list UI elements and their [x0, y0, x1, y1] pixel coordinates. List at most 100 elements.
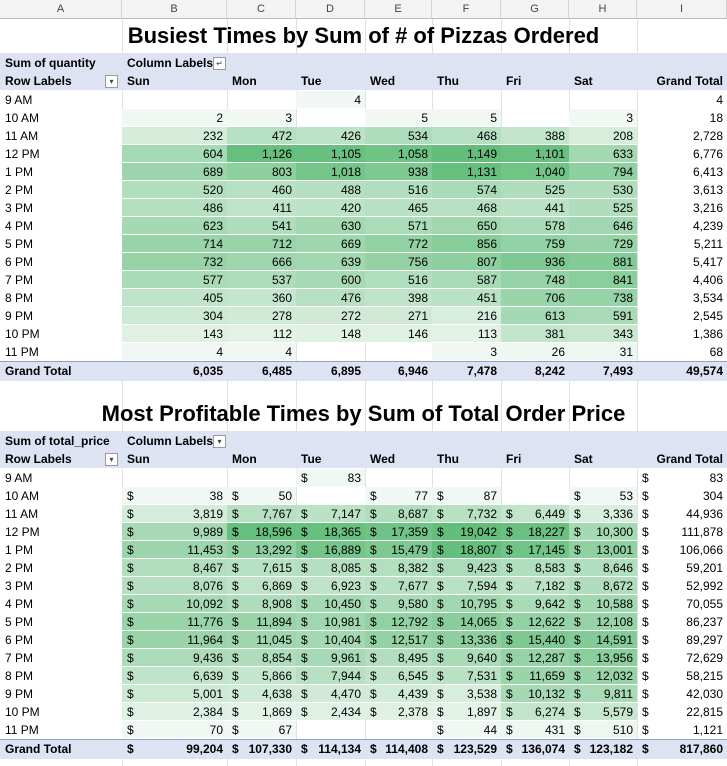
value-field-label[interactable]: Sum of total_price: [5, 434, 110, 448]
row-label-hour[interactable]: 4 PM: [5, 597, 34, 611]
data-cell[interactable]: 537: [227, 271, 296, 289]
column-filter-icon[interactable]: ▾: [213, 435, 226, 448]
data-cell[interactable]: [296, 109, 365, 127]
data-cell[interactable]: 6,923: [296, 577, 365, 595]
row-grand-total-cell[interactable]: 22,815: [686, 705, 723, 719]
data-cell[interactable]: 574: [432, 181, 501, 199]
row-label-hour[interactable]: 8 PM: [5, 669, 34, 683]
data-cell[interactable]: 11,453: [122, 541, 227, 559]
data-cell[interactable]: 748: [501, 271, 569, 289]
data-cell[interactable]: 18,807: [432, 541, 501, 559]
data-cell[interactable]: 7,767: [227, 505, 296, 523]
data-cell[interactable]: 541: [227, 217, 296, 235]
row-label-hour[interactable]: 3 PM: [5, 579, 34, 593]
data-cell[interactable]: 1,131: [432, 163, 501, 181]
data-cell[interactable]: 7,182: [501, 577, 569, 595]
data-cell[interactable]: 8,382: [365, 559, 432, 577]
data-cell[interactable]: 2: [122, 109, 227, 127]
data-cell[interactable]: 460: [227, 181, 296, 199]
data-cell[interactable]: [296, 721, 365, 739]
data-cell[interactable]: 9,961: [296, 649, 365, 667]
data-cell[interactable]: 1,105: [296, 145, 365, 163]
data-cell[interactable]: 2,384: [122, 703, 227, 721]
data-cell[interactable]: 26: [501, 343, 569, 361]
data-cell[interactable]: 729: [569, 235, 637, 253]
data-cell[interactable]: 7,594: [432, 577, 501, 595]
data-cell[interactable]: 146: [365, 325, 432, 343]
data-cell[interactable]: 411: [227, 199, 296, 217]
row-label-hour[interactable]: 9 PM: [5, 309, 34, 323]
data-cell[interactable]: 476: [296, 289, 365, 307]
data-cell[interactable]: 10,795: [432, 595, 501, 613]
data-cell[interactable]: 38: [122, 487, 227, 505]
data-cell[interactable]: 4: [122, 343, 227, 361]
data-cell[interactable]: [122, 469, 227, 487]
data-cell[interactable]: 87: [432, 487, 501, 505]
data-cell[interactable]: 8,646: [569, 559, 637, 577]
data-cell[interactable]: 714: [122, 235, 227, 253]
data-cell[interactable]: 15,440: [501, 631, 569, 649]
data-cell[interactable]: 12,622: [501, 613, 569, 631]
data-cell[interactable]: 10,300: [569, 523, 637, 541]
data-cell[interactable]: 1,101: [501, 145, 569, 163]
data-cell[interactable]: 10,132: [501, 685, 569, 703]
data-cell[interactable]: [227, 469, 296, 487]
row-label-hour[interactable]: 1 PM: [5, 165, 34, 179]
data-cell[interactable]: 2,378: [365, 703, 432, 721]
row-label-hour[interactable]: 1 PM: [5, 543, 34, 557]
column-header-b[interactable]: B: [122, 0, 227, 19]
data-cell[interactable]: [569, 91, 637, 109]
data-cell[interactable]: 591: [569, 307, 637, 325]
row-label-hour[interactable]: 10 AM: [5, 111, 40, 125]
data-cell[interactable]: 451: [432, 289, 501, 307]
data-cell[interactable]: 5,866: [227, 667, 296, 685]
data-cell[interactable]: 304: [122, 307, 227, 325]
data-cell[interactable]: 3,336: [569, 505, 637, 523]
data-cell[interactable]: 571: [365, 217, 432, 235]
data-cell[interactable]: 398: [365, 289, 432, 307]
row-grand-total-cell[interactable]: 5,211: [693, 237, 723, 251]
data-cell[interactable]: 44: [432, 721, 501, 739]
data-cell[interactable]: 17,359: [365, 523, 432, 541]
data-cell[interactable]: [569, 469, 637, 487]
grand-total-cell[interactable]: 136,074: [521, 742, 565, 756]
data-cell[interactable]: [227, 91, 296, 109]
data-cell[interactable]: 807: [432, 253, 501, 271]
data-cell[interactable]: 10,588: [569, 595, 637, 613]
row-grand-total-cell[interactable]: 72,629: [686, 651, 723, 665]
row-grand-total-cell[interactable]: 6,776: [692, 147, 723, 161]
row-grand-total-cell[interactable]: 52,992: [686, 579, 723, 593]
data-cell[interactable]: [432, 91, 501, 109]
data-cell[interactable]: 11,776: [122, 613, 227, 631]
data-cell[interactable]: 803: [227, 163, 296, 181]
data-cell[interactable]: 10,981: [296, 613, 365, 631]
grand-total-cell[interactable]: 6,895: [330, 364, 361, 378]
column-header-c[interactable]: C: [227, 0, 296, 19]
grand-total-cell[interactable]: 123,182: [589, 742, 633, 756]
data-cell[interactable]: 8,085: [296, 559, 365, 577]
row-grand-total-cell[interactable]: 2,545: [692, 309, 723, 323]
data-cell[interactable]: 16,889: [296, 541, 365, 559]
data-cell[interactable]: 623: [122, 217, 227, 235]
value-field-label[interactable]: Sum of quantity: [5, 56, 96, 70]
data-cell[interactable]: 604: [122, 145, 227, 163]
data-cell[interactable]: 431: [501, 721, 569, 739]
data-cell[interactable]: 633: [569, 145, 637, 163]
grand-total-cell[interactable]: 817,860: [679, 742, 723, 756]
data-cell[interactable]: 4: [296, 91, 365, 109]
row-grand-total-cell[interactable]: 44,936: [686, 507, 723, 521]
row-grand-total-cell[interactable]: 68: [709, 345, 723, 359]
data-cell[interactable]: 17,145: [501, 541, 569, 559]
data-cell[interactable]: [501, 469, 569, 487]
data-cell[interactable]: 31: [569, 343, 637, 361]
data-cell[interactable]: 9,811: [569, 685, 637, 703]
grand-total-cell[interactable]: 7,478: [466, 364, 497, 378]
row-label-hour[interactable]: 9 AM: [5, 471, 33, 485]
data-cell[interactable]: 10,450: [296, 595, 365, 613]
data-cell[interactable]: 3,538: [432, 685, 501, 703]
data-cell[interactable]: [296, 487, 365, 505]
data-cell[interactable]: 6,545: [365, 667, 432, 685]
data-cell[interactable]: 4,439: [365, 685, 432, 703]
grand-total-cell[interactable]: 99,204: [186, 742, 223, 756]
data-cell[interactable]: 578: [501, 217, 569, 235]
